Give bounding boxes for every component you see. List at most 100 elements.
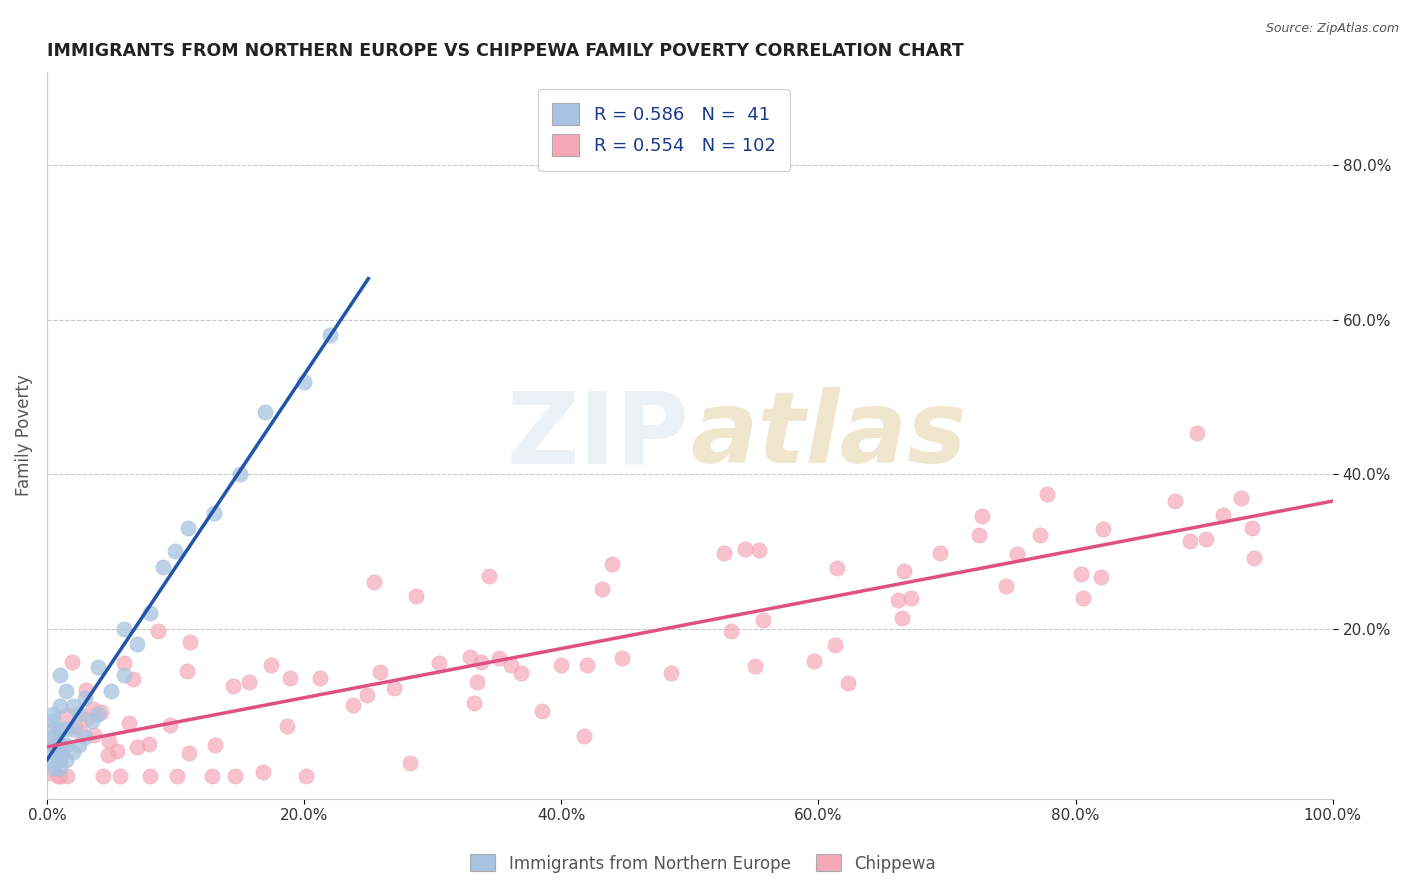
Point — [478, 569, 501, 583]
Point — [1035, 486, 1057, 500]
Point — [591, 582, 613, 597]
Point — [62, 699, 84, 714]
Legend: R = 0.586   N =  41, R = 0.554   N = 102: R = 0.586 N = 41, R = 0.554 N = 102 — [538, 88, 790, 170]
Point — [41, 737, 63, 751]
Point — [427, 656, 450, 670]
Point — [48, 723, 70, 737]
Y-axis label: Family Poverty: Family Poverty — [15, 375, 32, 497]
Point — [405, 589, 427, 603]
Point — [148, 624, 170, 638]
Point — [55, 738, 77, 752]
Text: IMMIGRANTS FROM NORTHERN EUROPE VS CHIPPEWA FAMILY POVERTY CORRELATION CHART: IMMIGRANTS FROM NORTHERN EUROPE VS CHIPP… — [46, 42, 963, 60]
Point — [1071, 591, 1094, 605]
Point — [229, 467, 252, 482]
Point — [67, 706, 90, 721]
Point — [252, 765, 274, 780]
Point — [105, 744, 128, 758]
Point — [222, 679, 245, 693]
Point — [46, 768, 69, 782]
Text: Source: ZipAtlas.com: Source: ZipAtlas.com — [1265, 22, 1399, 36]
Point — [1194, 533, 1216, 547]
Point — [42, 730, 65, 744]
Point — [201, 768, 224, 782]
Point — [55, 683, 77, 698]
Point — [152, 560, 174, 574]
Point — [87, 706, 110, 721]
Point — [118, 715, 141, 730]
Point — [177, 521, 200, 535]
Point — [342, 698, 364, 712]
Point — [254, 405, 277, 419]
Point — [1243, 551, 1265, 566]
Point — [48, 761, 70, 775]
Point — [51, 747, 73, 761]
Point — [112, 656, 135, 670]
Point — [1070, 567, 1092, 582]
Point — [65, 720, 87, 734]
Point — [734, 542, 756, 557]
Point — [837, 675, 859, 690]
Point — [202, 506, 225, 520]
Point — [967, 528, 990, 542]
Text: atlas: atlas — [690, 387, 966, 484]
Point — [100, 683, 122, 698]
Legend: Immigrants from Northern Europe, Chippewa: Immigrants from Northern Europe, Chippew… — [464, 847, 942, 880]
Point — [38, 766, 60, 780]
Point — [363, 574, 385, 589]
Point — [67, 738, 90, 752]
Point — [893, 564, 915, 578]
Point — [70, 725, 93, 739]
Point — [83, 728, 105, 742]
Point — [91, 768, 114, 782]
Point — [1029, 528, 1052, 542]
Point — [48, 738, 70, 752]
Point — [576, 658, 599, 673]
Point — [661, 666, 683, 681]
Point — [60, 655, 83, 669]
Point — [62, 723, 84, 737]
Point — [463, 696, 485, 710]
Point — [97, 748, 120, 763]
Point — [98, 734, 121, 748]
Point — [356, 688, 378, 702]
Point — [75, 691, 97, 706]
Point — [292, 375, 315, 389]
Point — [75, 712, 97, 726]
Point — [278, 671, 301, 685]
Point — [550, 658, 572, 673]
Point — [600, 557, 623, 571]
Point — [48, 668, 70, 682]
Point — [139, 607, 162, 621]
Point — [928, 546, 950, 560]
Point — [295, 768, 318, 782]
Point — [382, 681, 405, 696]
Point — [56, 708, 79, 723]
Point — [48, 768, 70, 782]
Point — [42, 745, 65, 759]
Point — [166, 768, 188, 782]
Text: ZIP: ZIP — [508, 387, 690, 484]
Point — [42, 706, 65, 721]
Point — [1212, 508, 1234, 523]
Point — [319, 328, 342, 343]
Point — [48, 699, 70, 714]
Point — [55, 768, 77, 782]
Point — [465, 674, 488, 689]
Point — [179, 747, 201, 761]
Point — [531, 704, 554, 718]
Point — [179, 635, 201, 649]
Point — [1163, 494, 1185, 508]
Point — [108, 768, 131, 782]
Point — [1005, 548, 1028, 562]
Point — [610, 651, 633, 665]
Point — [125, 740, 148, 755]
Point — [139, 768, 162, 782]
Point — [55, 723, 77, 737]
Point — [900, 591, 922, 605]
Point — [887, 593, 910, 607]
Point — [48, 747, 70, 761]
Point — [1185, 425, 1208, 440]
Point — [972, 508, 994, 523]
Point — [752, 613, 775, 627]
Point — [138, 737, 160, 751]
